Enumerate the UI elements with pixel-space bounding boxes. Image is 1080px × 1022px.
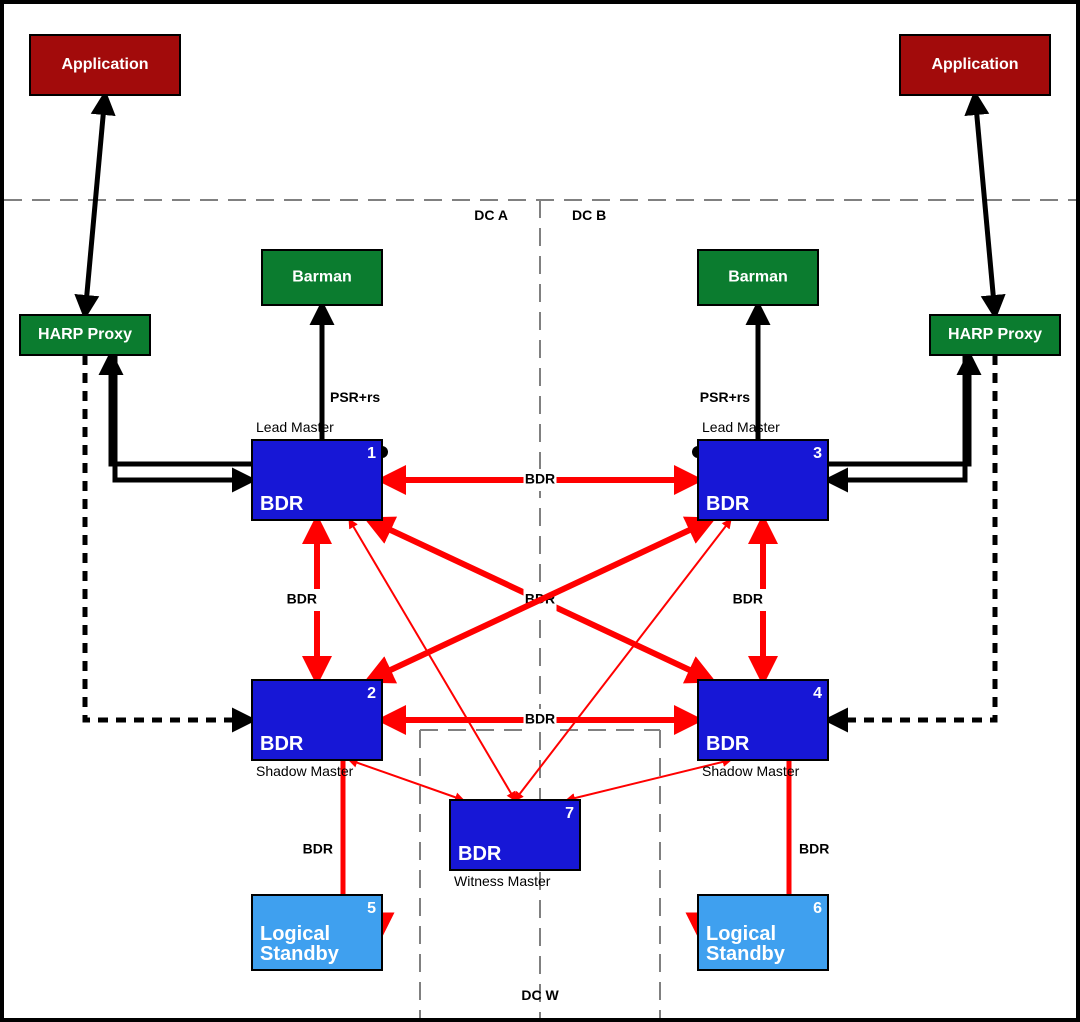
node-label: Logical	[260, 923, 330, 945]
node-label: HARP Proxy	[38, 326, 132, 343]
node-label: Standby	[706, 943, 786, 965]
node-label: Barman	[728, 269, 788, 286]
node-label: Application	[61, 56, 148, 73]
node-label: BDR	[458, 843, 502, 865]
node-app_right: Application	[900, 35, 1050, 95]
edge-label: BDR	[287, 591, 317, 607]
node-label: Logical	[706, 923, 776, 945]
node-number: 1	[367, 445, 376, 462]
dc-label: DC A	[474, 207, 508, 223]
node-number: 3	[813, 445, 822, 462]
edge-label: PSR+rs	[700, 389, 750, 405]
node-number: 4	[813, 685, 822, 702]
node-label: BDR	[706, 493, 750, 515]
node-number: 7	[565, 805, 574, 822]
edge-label: BDR	[733, 591, 763, 607]
node-number: 2	[367, 685, 376, 702]
node-number: 6	[813, 900, 822, 917]
node-label: Barman	[292, 269, 352, 286]
node-app_left: Application	[30, 35, 180, 95]
node-label: BDR	[706, 733, 750, 755]
node-number: 5	[367, 900, 376, 917]
dc-label: DC W	[521, 987, 559, 1003]
node-barman_left: Barman	[262, 250, 382, 305]
node-label: BDR	[260, 733, 304, 755]
node-label: BDR	[260, 493, 304, 515]
edge-label: BDR	[525, 711, 555, 727]
node-harp_right: HARP Proxy	[930, 315, 1060, 355]
node-label: HARP Proxy	[948, 326, 1042, 343]
node-caption: Shadow Master	[702, 763, 800, 779]
dc-label: DC B	[572, 207, 606, 223]
node-caption: Shadow Master	[256, 763, 354, 779]
node-label: Standby	[260, 943, 340, 965]
node-ls6: LogicalStandby 6	[698, 895, 828, 970]
node-caption: Lead Master	[256, 419, 334, 435]
node-caption: Lead Master	[702, 419, 780, 435]
edge-label: BDR	[525, 471, 555, 487]
edge-label: BDR	[799, 841, 829, 857]
node-caption: Witness Master	[454, 873, 551, 889]
node-harp_left: HARP Proxy	[20, 315, 150, 355]
node-label: Application	[931, 56, 1018, 73]
edge-label: PSR+rs	[330, 389, 380, 405]
node-ls5: LogicalStandby 5	[252, 895, 382, 970]
architecture-diagram: DC A DC B DC W PSR+rs PSR+rs BDR BDR BDR BDR BDR B…	[0, 0, 1080, 1022]
node-barman_right: Barman	[698, 250, 818, 305]
edge-label: BDR	[303, 841, 333, 857]
